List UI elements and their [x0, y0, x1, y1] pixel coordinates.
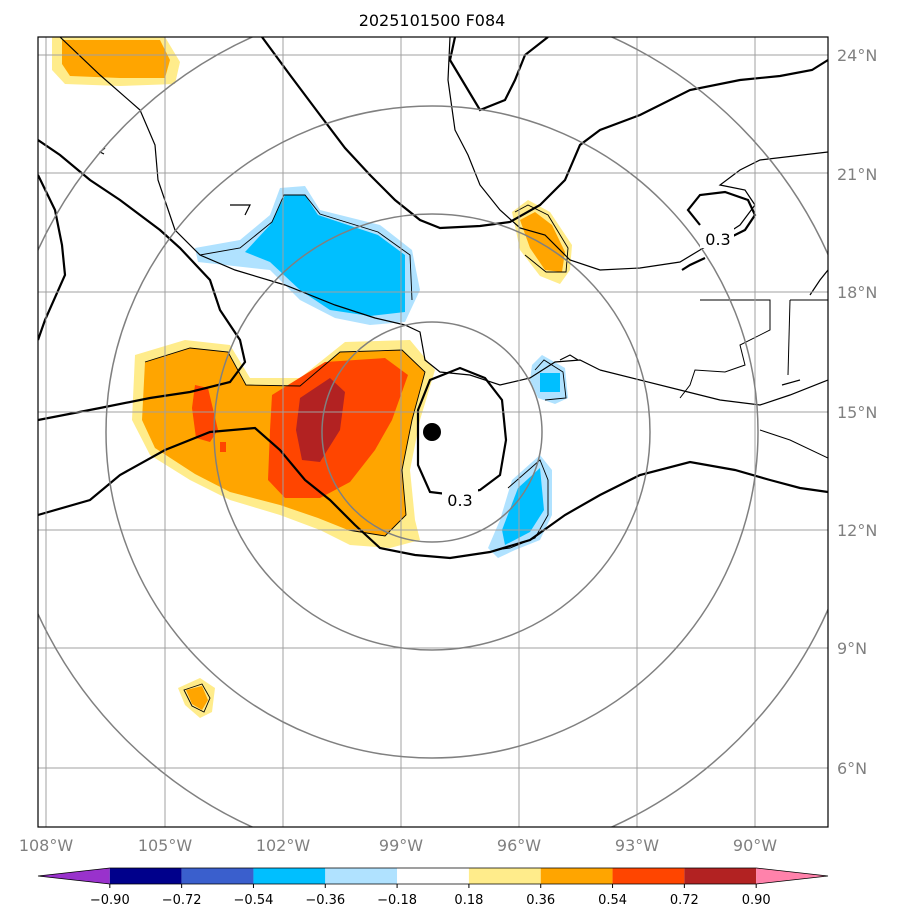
colorbar-tick-label: −0.72 — [162, 893, 202, 908]
colorbar-tick-label: −0.90 — [90, 893, 130, 908]
colorbar-swatch — [181, 868, 254, 884]
range-ring-1 — [321, 321, 543, 543]
storm-center-marker — [423, 423, 441, 441]
colorbar-swatch — [540, 868, 613, 884]
fill-patch-blue-north-inner — [245, 195, 405, 316]
lon-label: 105°W — [138, 836, 193, 855]
lon-label: 93°W — [615, 836, 659, 855]
colorbar-swatch — [684, 868, 757, 884]
range-ring-3 — [105, 105, 759, 759]
contour-label-east: 0.3 — [705, 230, 730, 249]
fill-patch-nw-inner — [62, 40, 170, 78]
lat-label: 9°N — [837, 639, 867, 658]
colorbar-swatch — [109, 868, 182, 884]
thin-contours — [144, 194, 569, 713]
contour-label-bg — [442, 488, 478, 510]
colorbar-tick-label: −0.18 — [377, 893, 417, 908]
fill-patch-sw-inner — [186, 686, 208, 710]
lat-label: 24°N — [837, 46, 877, 65]
fill-patch-gulf-inner — [520, 212, 565, 272]
contour-inner-loop — [416, 366, 508, 497]
lat-label: 18°N — [837, 283, 877, 302]
fill-patch-west-tiny-red — [220, 442, 226, 452]
lon-label: 102°W — [256, 836, 311, 855]
lat-label: 21°N — [837, 165, 877, 184]
map-frame — [37, 36, 829, 828]
lon-label: 108°W — [19, 836, 74, 855]
colorbar-swatch — [397, 868, 469, 884]
colorbar-swatch — [612, 868, 685, 884]
colorbar: −0.90 −0.72 −0.54 −0.36 −0.18 0.18 0.36 0.54 0.7… — [37, 867, 829, 908]
colorbar-tick-label: 0.54 — [598, 893, 627, 908]
colorbar-ticks: −0.90 −0.72 −0.54 −0.36 −0.18 0.18 0.36 0.54 0.7… — [90, 884, 771, 908]
colorbar-tick-label: 0.90 — [742, 893, 771, 908]
fill-patch-blue-se-inner — [502, 468, 544, 545]
longitude-labels: 108°W 105°W 102°W 99°W 96°W 93°W 90°W — [19, 836, 777, 855]
colorbar-swatch — [468, 868, 541, 884]
lat-label: 12°N — [837, 521, 877, 540]
colorbar-tick-label: 0.36 — [526, 893, 555, 908]
country-borders — [679, 299, 828, 459]
fill-patch-west-small-red — [192, 385, 218, 442]
lat-label: 15°N — [837, 403, 877, 422]
lon-label: 90°W — [733, 836, 777, 855]
contour-label-bg — [700, 228, 734, 248]
colorbar-swatch — [756, 868, 828, 884]
gridlines — [38, 37, 828, 827]
colorbar-swatches — [37, 867, 829, 885]
colorbar-tick-label: −0.54 — [234, 893, 274, 908]
colorbar-tick-label: −0.36 — [305, 893, 345, 908]
contour-label-center: 0.3 — [447, 491, 472, 510]
latitude-labels: 24°N 21°N 18°N 15°N 12°N 9°N 6°N — [837, 46, 877, 778]
colorbar-swatch — [325, 868, 398, 884]
fill-patch-blue-east-inner — [540, 373, 560, 392]
fill-patch-west-darkred — [296, 378, 345, 462]
lat-label: 6°N — [837, 759, 867, 778]
colorbar-tick-label: 0.18 — [454, 893, 483, 908]
map-panel: 0.3 0.3 24°N 21°N 18°N 15°N 12°N 9°N 6°N… — [19, 36, 877, 855]
map-title: 2025101500 F084 — [359, 11, 506, 30]
lon-label: 96°W — [497, 836, 541, 855]
range-ring-2 — [213, 213, 651, 651]
range-rings — [38, 37, 828, 827]
colorbar-swatch — [253, 868, 326, 884]
lon-label: 99°W — [379, 836, 423, 855]
colorbar-tick-label: 0.72 — [670, 893, 699, 908]
colorbar-swatch — [38, 868, 110, 884]
